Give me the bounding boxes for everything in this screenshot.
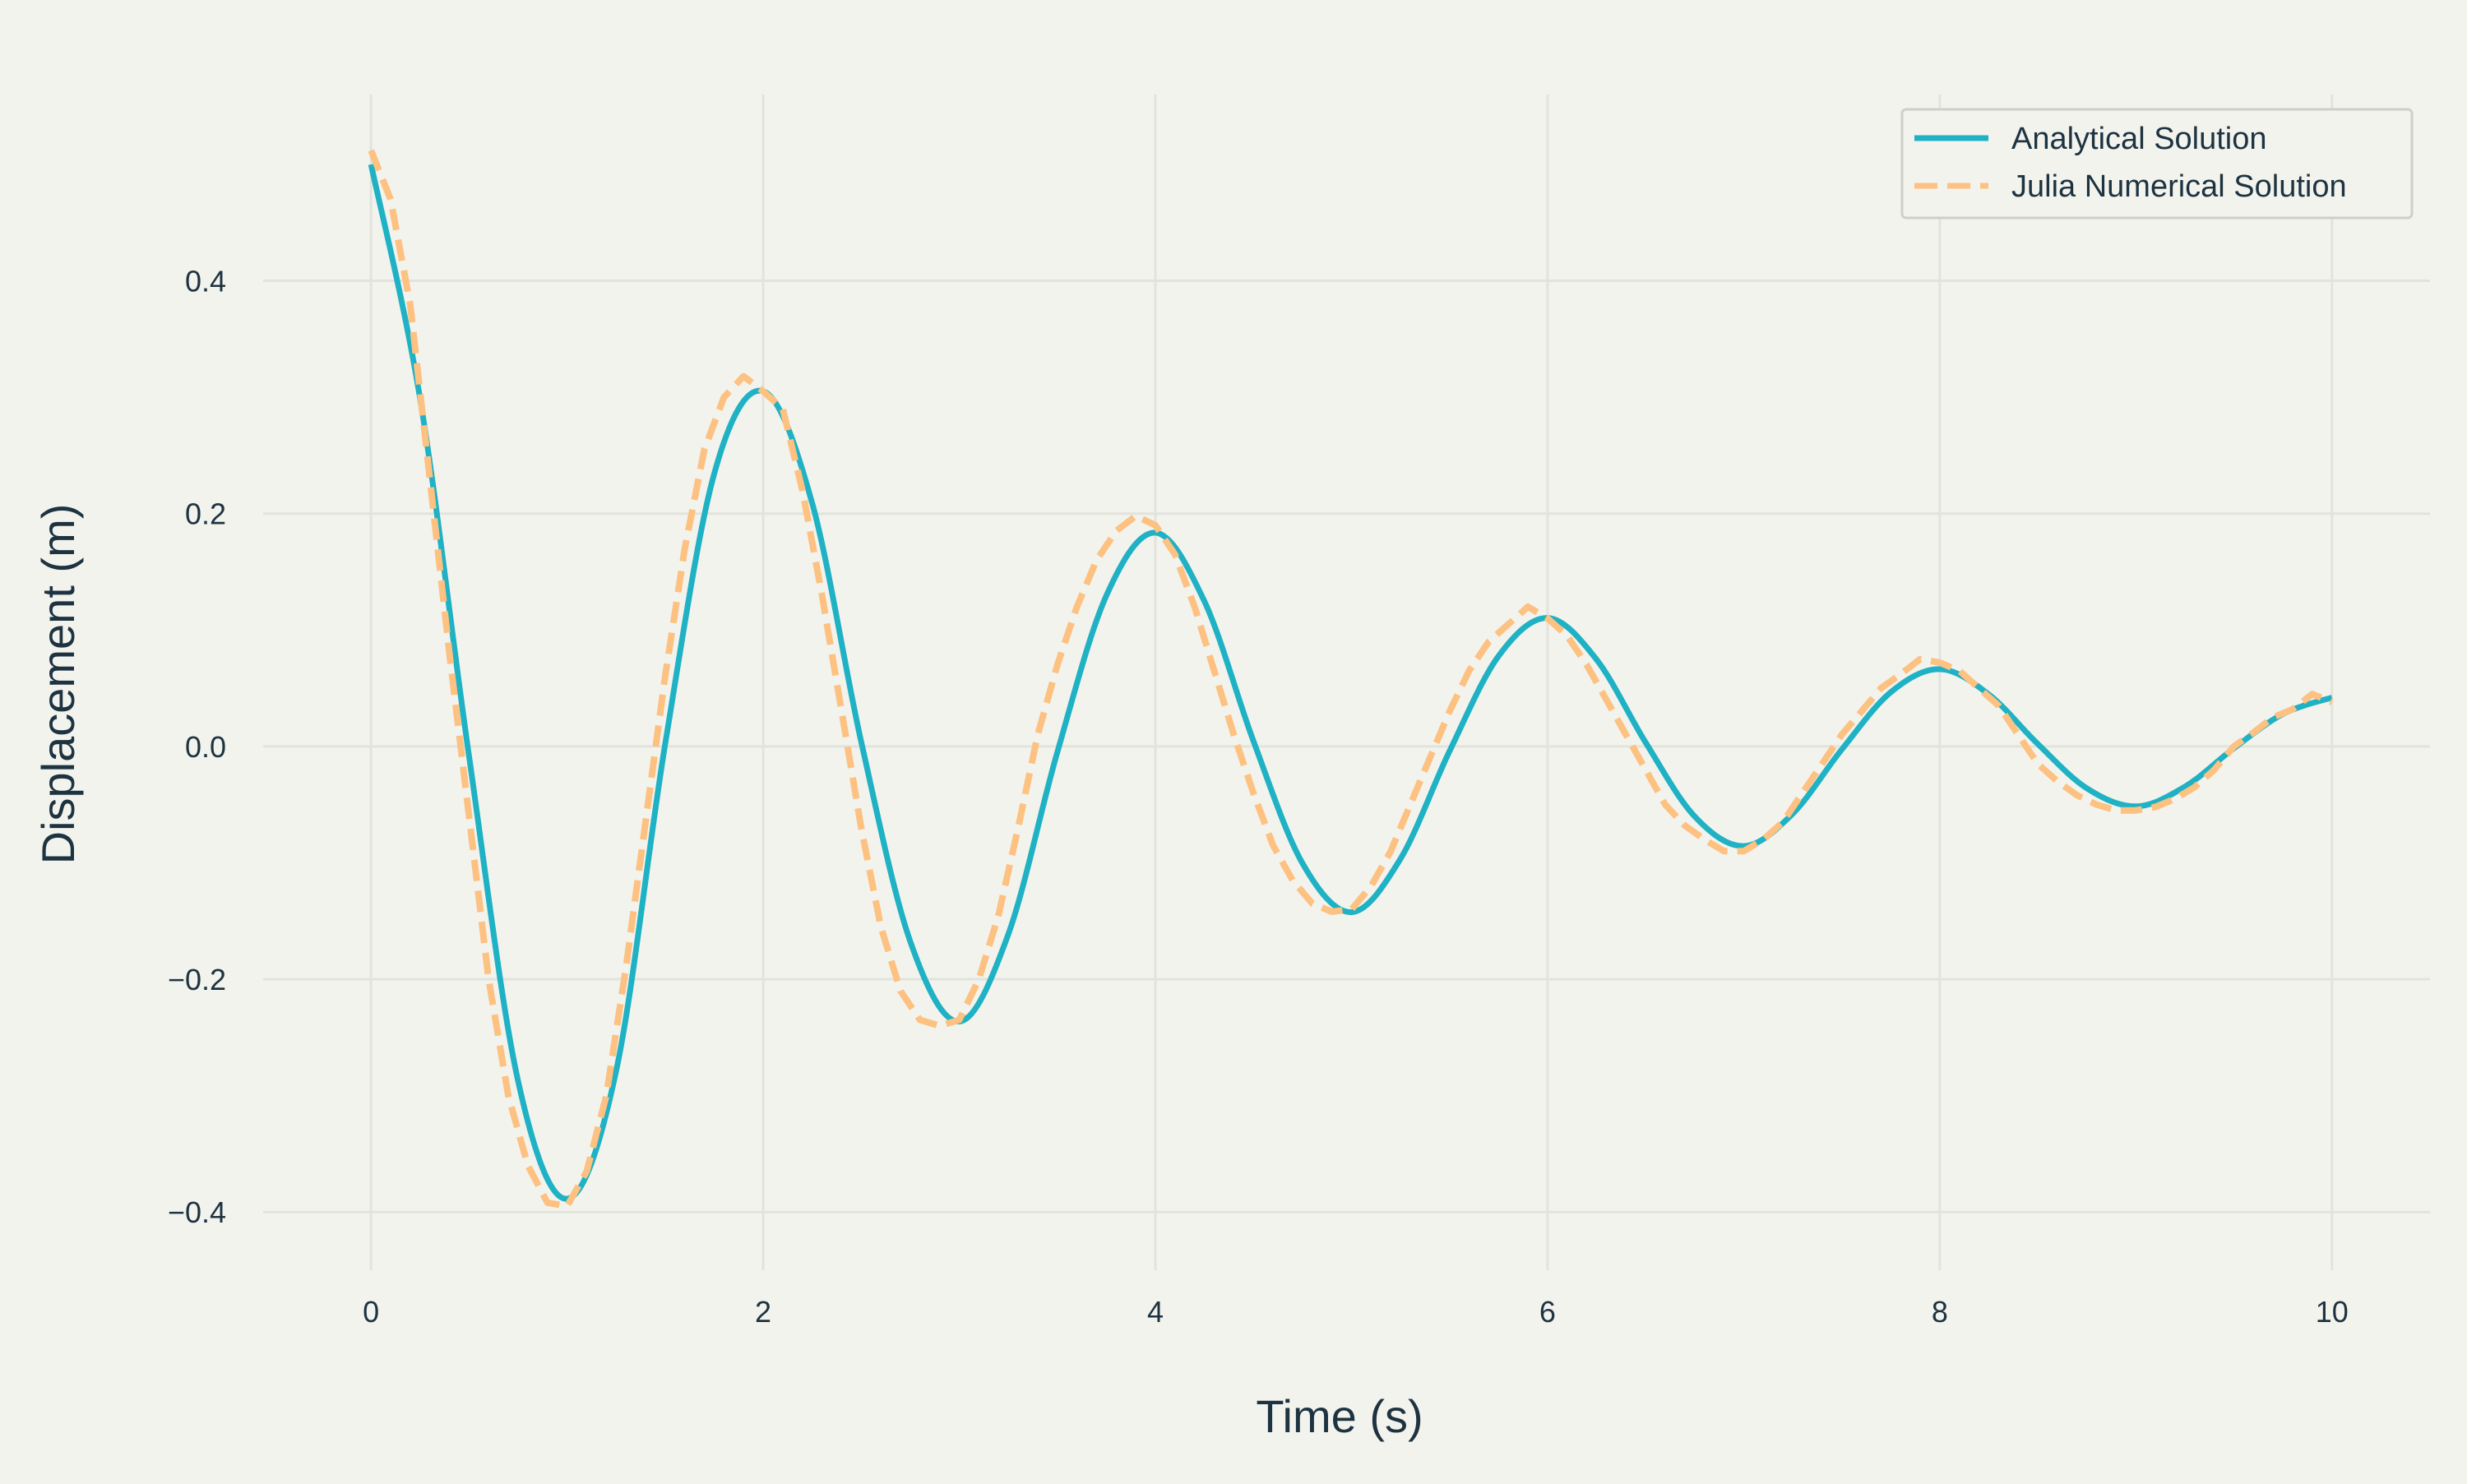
series-line-numerical — [368, 149, 2334, 1210]
y-axis-ticks: −0.4 −0.2 0.0 0.2 0.4 — [168, 265, 226, 1230]
legend-label-analytical: Analytical Solution — [2011, 122, 2267, 156]
x-axis-title: Time (s) — [1256, 1390, 1423, 1442]
x-tick-label: 2 — [755, 1295, 771, 1329]
y-tick-label: −0.2 — [168, 963, 226, 996]
y-tick-label: 0.4 — [185, 265, 226, 298]
y-axis-title: Displacement (m) — [32, 504, 84, 865]
grid — [263, 95, 2430, 1270]
x-tick-label: 10 — [2316, 1295, 2349, 1329]
legend-label-numerical: Julia Numerical Solution — [2011, 169, 2347, 204]
y-tick-label: 0.2 — [185, 497, 226, 531]
x-tick-label: 6 — [1539, 1295, 1556, 1329]
x-axis-ticks: 0 2 4 6 8 10 — [363, 1295, 2349, 1329]
x-tick-label: 4 — [1147, 1295, 1164, 1329]
legend: Analytical Solution Julia Numerical Solu… — [1900, 108, 2414, 220]
legend-box — [1900, 108, 2414, 220]
series-lines — [368, 149, 2334, 1210]
x-tick-label: 8 — [1932, 1295, 1948, 1329]
y-tick-label: 0.0 — [185, 730, 226, 764]
x-tick-label: 0 — [363, 1295, 379, 1329]
y-tick-label: −0.4 — [168, 1195, 226, 1229]
